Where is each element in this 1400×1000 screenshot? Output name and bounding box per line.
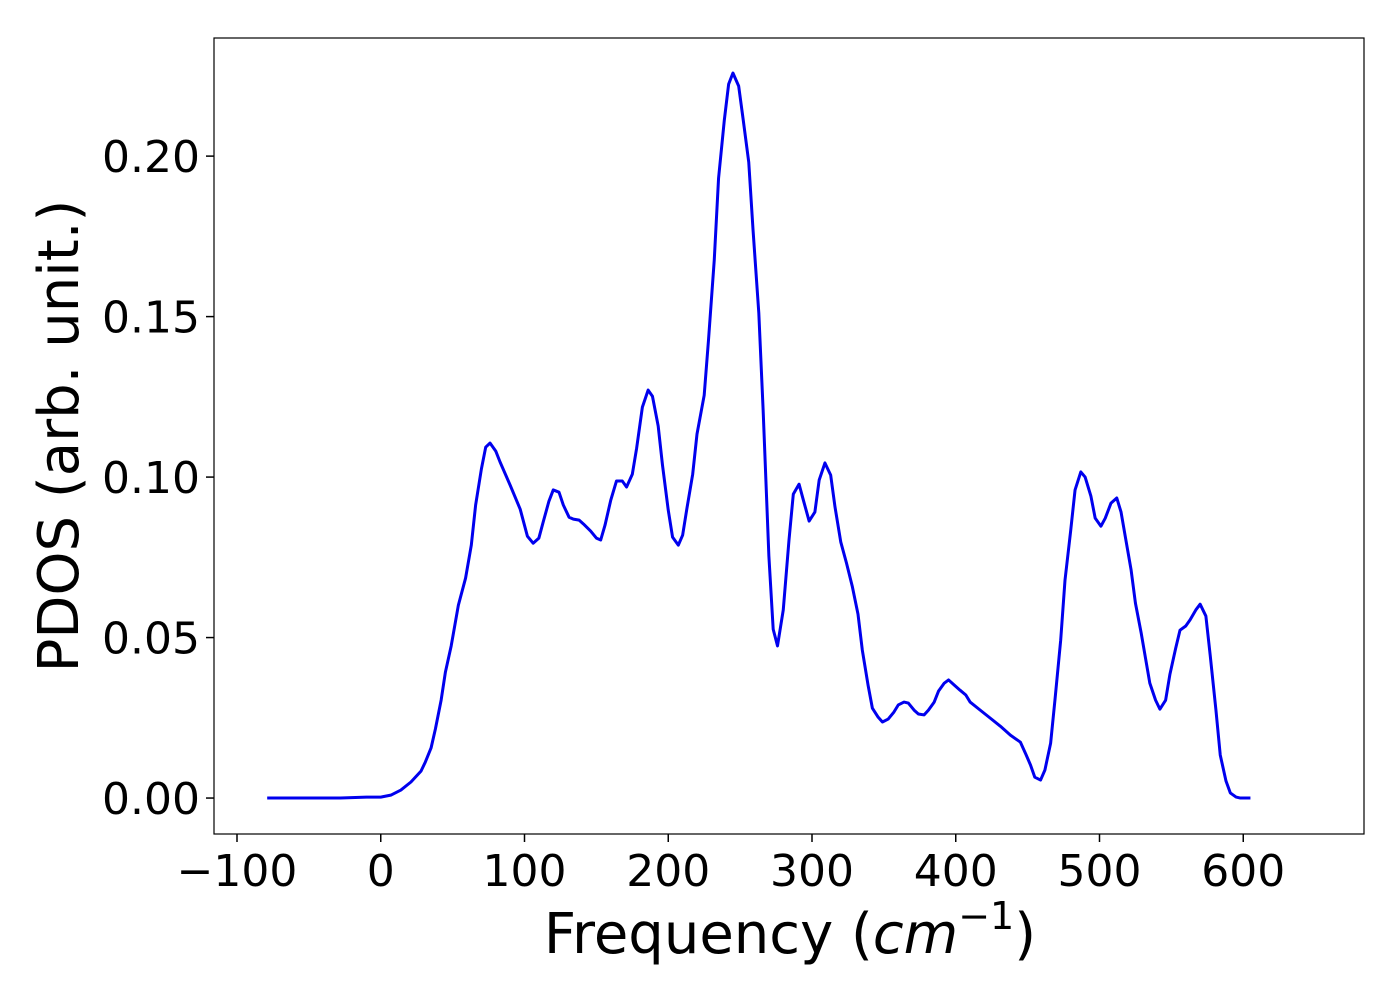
plot-frame bbox=[213, 37, 1365, 835]
y-tick-label: 0.05 bbox=[102, 614, 200, 665]
x-tick-label: 0 bbox=[367, 846, 395, 897]
x-tick-label: 100 bbox=[483, 846, 567, 897]
y-tick-label: 0.00 bbox=[102, 774, 200, 825]
pdos-line bbox=[267, 71, 1251, 800]
x-tick-label: 200 bbox=[626, 846, 710, 897]
y-tick-label: 0.20 bbox=[102, 132, 200, 183]
x-label-exponent: −1 bbox=[958, 894, 1014, 938]
x-axis-label: Frequency (cm−1) bbox=[544, 894, 1036, 967]
y-tick-label: 0.10 bbox=[102, 453, 200, 504]
x-tick-label: 400 bbox=[914, 846, 998, 897]
x-tick-label: −100 bbox=[177, 846, 298, 897]
x-tick-label: 500 bbox=[1058, 846, 1142, 897]
x-label-text: Frequency ( bbox=[544, 902, 873, 967]
y-tick-label: 0.15 bbox=[102, 293, 200, 344]
x-tick-label: 600 bbox=[1201, 846, 1285, 897]
x-label-close: ) bbox=[1014, 902, 1036, 967]
x-label-unit: cm bbox=[873, 902, 958, 967]
y-axis-label: PDOS (arb. unit.) bbox=[27, 200, 92, 673]
x-tick-label: 300 bbox=[770, 846, 854, 897]
